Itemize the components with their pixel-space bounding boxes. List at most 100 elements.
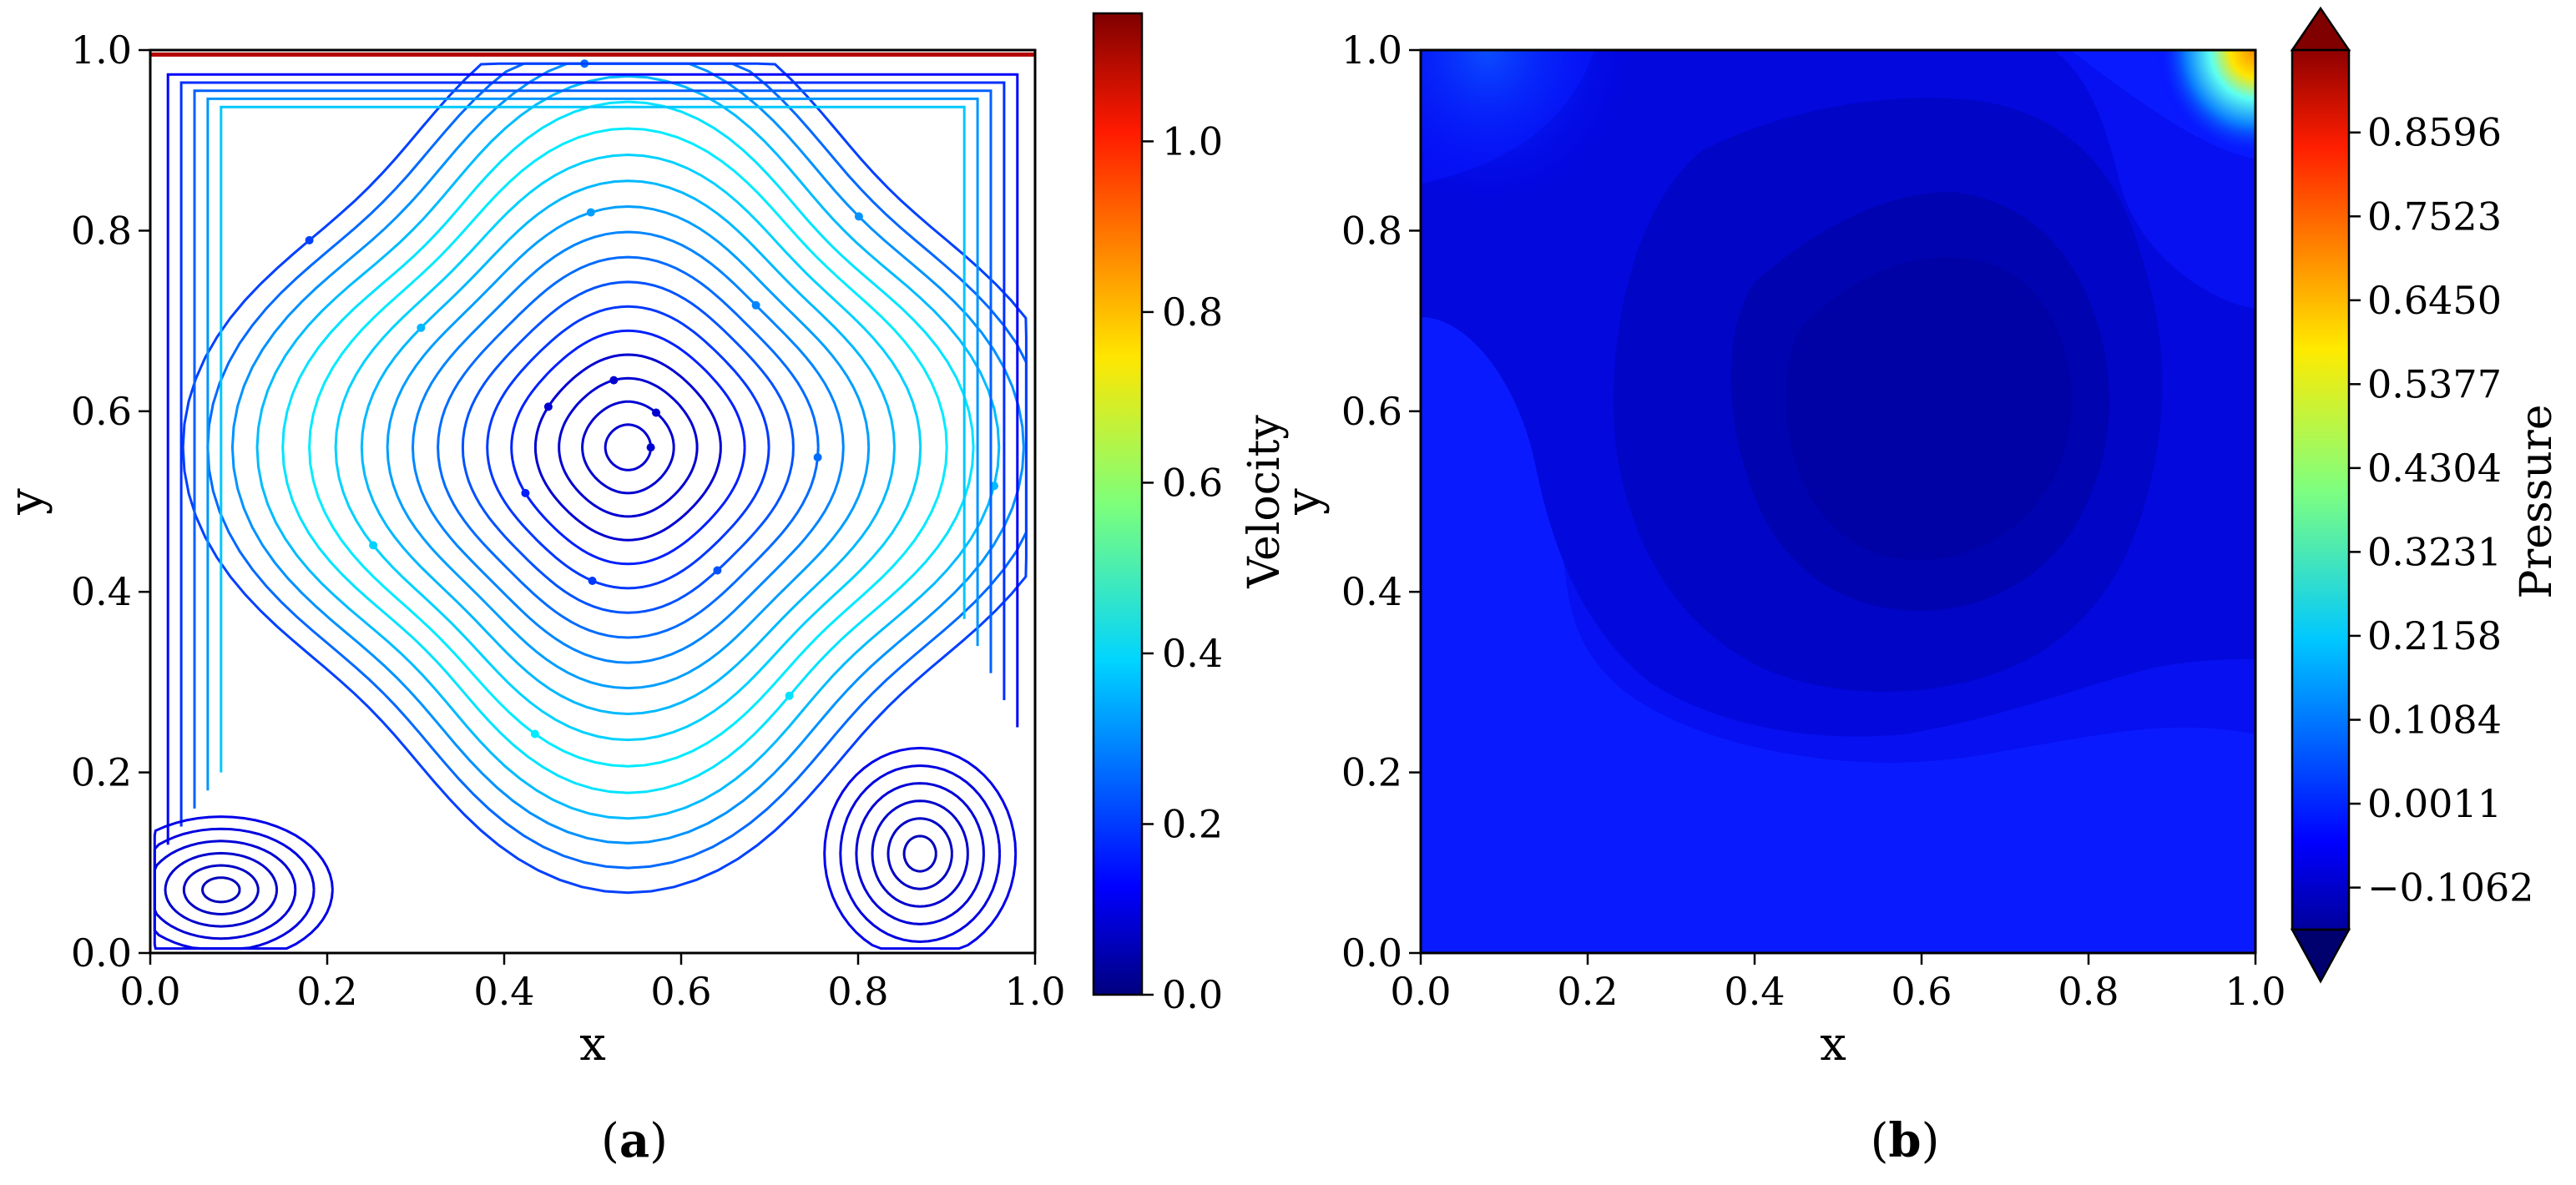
pressure-colorbar-tick-label: 0.6450 xyxy=(2367,278,2502,323)
pressure-colorbar-tick-label: 0.0011 xyxy=(2367,781,2502,826)
streamline-arrow xyxy=(530,729,539,739)
pressure-colorbar-tick-label: 0.8596 xyxy=(2367,110,2502,155)
panel-a-ytick-label: 0.0 xyxy=(71,930,132,976)
panel-a-plot-background xyxy=(150,50,1035,953)
pressure-colorbar-ticks: 0.8596 0.7523 0.6450 0.5377 0.4304 0.3231 0.21… xyxy=(2349,110,2534,910)
streamline-arrow xyxy=(588,577,597,585)
panel-b-xtick-label: 1.0 xyxy=(2225,969,2286,1014)
panel-a-xtick-label: 0.4 xyxy=(473,969,534,1014)
streamline-arrow xyxy=(751,300,760,310)
streamline-arrow xyxy=(417,323,426,332)
streamline-arrow xyxy=(854,212,863,221)
primary-vortex-streamline xyxy=(533,353,722,542)
secondary-vortex-streamline xyxy=(902,835,937,873)
panel-b-frame xyxy=(1419,48,2257,955)
panel-a-xtick-label: 0.8 xyxy=(827,969,888,1014)
streamline-arrow xyxy=(785,691,794,700)
panel-a-ytick-label: 0.4 xyxy=(71,569,132,614)
panel-a-caption: (a) xyxy=(601,1113,668,1168)
pressure-colorbar xyxy=(2291,48,2351,931)
panel-b-ylabel: y xyxy=(1276,488,1331,516)
secondary-vortex-streamline xyxy=(886,817,953,890)
boundary-streamline xyxy=(206,97,979,791)
primary-vortex-streamline xyxy=(281,100,975,794)
panel-b-xtick-label: 0.4 xyxy=(1724,969,1785,1014)
secondary-vortex-streamline xyxy=(200,876,241,904)
streamline-arrow xyxy=(369,541,378,550)
panel-b-ytick-label: 0.6 xyxy=(1341,389,1402,434)
boundary-streamline xyxy=(179,81,1006,827)
pressure-field xyxy=(1421,50,2255,953)
primary-vortex-streamline xyxy=(437,255,820,639)
secondary-vortex-streamline xyxy=(839,764,1002,944)
pressure-colorbar-tick-label: 0.3231 xyxy=(2367,529,2502,574)
panel-b-caption: (b) xyxy=(1871,1113,1940,1168)
secondary-vortex-streamline xyxy=(823,746,1018,951)
boundary-streamline xyxy=(166,73,1019,845)
secondary-vortex-streamline xyxy=(855,782,985,925)
primary-vortex-streamline xyxy=(581,400,675,495)
pressure-colorbar-label: Pressure xyxy=(2512,404,2562,598)
panel-a-xlabel: x xyxy=(579,1017,606,1072)
panel-a-ytick-label: 0.6 xyxy=(71,389,132,434)
panel-b-ytick-label: 1.0 xyxy=(1341,28,1402,73)
panel-a-xtick-label: 0.2 xyxy=(296,969,357,1014)
streamline-arrow xyxy=(543,402,553,411)
streamline-arrow xyxy=(305,235,314,245)
secondary-vortex-streamline xyxy=(164,851,279,928)
primary-vortex-streamline xyxy=(486,305,770,590)
pressure-colorbar-tick-label: 0.1084 xyxy=(2367,698,2502,743)
panel-a-ytick-label: 0.2 xyxy=(71,750,132,795)
primary-vortex-streamline xyxy=(230,62,1025,845)
primary-vortex-streamline xyxy=(181,62,1028,895)
panel-b-ticks: 0.0 0.2 0.4 0.6 0.8 1.0 0.0 0.2 0.4 0.6 0.8 1.0 xyxy=(1341,28,2286,1014)
primary-vortex-streamline xyxy=(386,204,871,690)
panel-a-xtick-label: 0.6 xyxy=(650,969,711,1014)
panel-a-frame xyxy=(149,48,1037,955)
velocity-colorbar-tick-label: 0.2 xyxy=(1162,801,1223,846)
panel-b: 0.0 0.2 0.4 0.6 0.8 1.0 0.0 0.2 0.4 0.6 0.8 1.0 x y… xyxy=(1276,6,2562,1168)
pressure-colorbar-tick-label: 0.2158 xyxy=(2367,613,2502,658)
velocity-colorbar-tick-label: 0.4 xyxy=(1162,631,1223,676)
panel-b-xtick-label: 0.2 xyxy=(1557,969,1618,1014)
velocity-colorbar-tick-label: 1.0 xyxy=(1162,118,1223,164)
panel-b-xtick-label: 0.8 xyxy=(2058,969,2119,1014)
primary-vortex-streamline xyxy=(461,280,795,614)
secondary-vortex-streamline xyxy=(871,799,969,908)
primary-vortex-streamline xyxy=(334,153,922,742)
streamline-arrow xyxy=(713,566,722,575)
pressure-colorbar-tick-label: 0.7523 xyxy=(2367,194,2502,239)
streamline-arrow xyxy=(586,208,595,217)
panel-b-xlabel: x xyxy=(1820,1017,1846,1072)
streamline-arrow xyxy=(813,453,822,461)
panel-a-ytick-label: 1.0 xyxy=(71,28,132,73)
primary-vortex-streamline xyxy=(604,423,653,471)
velocity-colorbar xyxy=(1092,12,1144,996)
streamlines xyxy=(150,52,1035,951)
velocity-colorbar-label: Velocity xyxy=(1240,415,1290,589)
streamline-arrow xyxy=(521,488,530,497)
panel-b-xtick-label: 0.6 xyxy=(1891,969,1952,1014)
panel-a-ytick-label: 0.8 xyxy=(71,208,132,253)
primary-vortex-streamline xyxy=(360,179,896,716)
panel-a-ylabel: y xyxy=(0,488,53,516)
panel-b-xtick-label: 0.0 xyxy=(1390,969,1451,1014)
streamline-arrow xyxy=(609,376,619,385)
streamline-arrow xyxy=(652,408,660,417)
boundary-streamline xyxy=(220,105,966,773)
panel-a: 0.0 0.2 0.4 0.6 0.8 1.0 0.0 0.2 0.4 0.6 0.8 1.0 x y… xyxy=(0,12,1290,1168)
panel-a-xtick-label: 1.0 xyxy=(1004,969,1065,1014)
primary-vortex-streamline xyxy=(255,74,1001,820)
panel-b-ytick-label: 0.4 xyxy=(1341,569,1402,614)
primary-vortex-streamline xyxy=(308,127,948,768)
velocity-colorbar-ticks: 0.0 0.2 0.4 0.6 0.8 1.0 xyxy=(1142,118,1223,1017)
velocity-colorbar-tick-label: 0.0 xyxy=(1162,972,1223,1017)
velocity-colorbar-tick-label: 0.6 xyxy=(1162,460,1223,505)
pressure-colorbar-tick-label: 0.5377 xyxy=(2367,361,2502,406)
boundary-streamline xyxy=(193,89,993,809)
panel-b-ytick-label: 0.2 xyxy=(1341,750,1402,795)
streamline-arrow xyxy=(646,443,655,452)
panel-a-ticks: 0.0 0.2 0.4 0.6 0.8 1.0 0.0 0.2 0.4 0.6 0.8 1.0 xyxy=(71,28,1066,1014)
pressure-colorbar-extend-top xyxy=(2290,6,2351,52)
